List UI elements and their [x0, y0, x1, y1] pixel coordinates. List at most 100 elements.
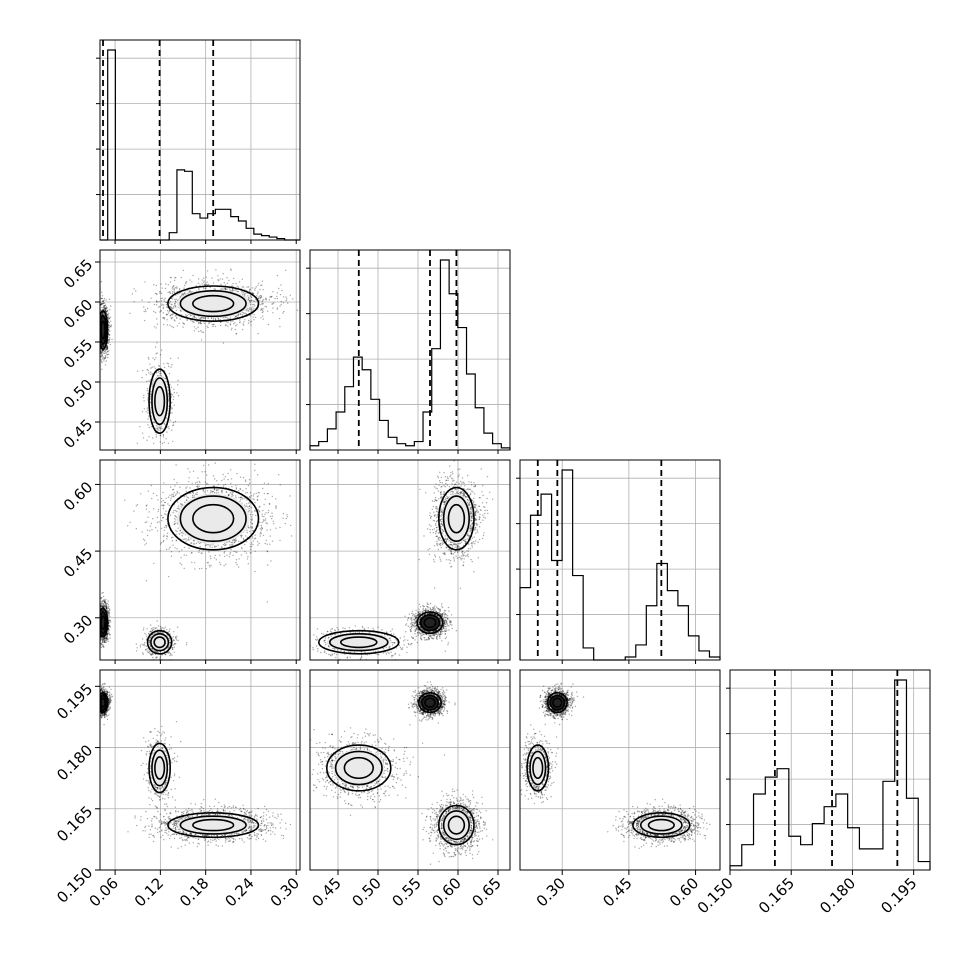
sample-point — [98, 317, 99, 318]
sample-point — [98, 621, 99, 622]
sample-point — [248, 319, 250, 322]
sample-point — [97, 343, 98, 344]
density-contour — [192, 294, 235, 313]
sample-point — [153, 284, 155, 286]
sample-point — [252, 316, 254, 318]
sample-point — [92, 331, 93, 332]
sample-point — [106, 635, 109, 638]
sample-point — [262, 299, 264, 302]
sample-point — [155, 436, 158, 438]
sample-point — [248, 299, 251, 302]
sample-point — [306, 292, 307, 293]
sample-point — [188, 290, 190, 292]
sample-point — [106, 637, 109, 639]
sample-point — [105, 636, 108, 639]
sample-point — [97, 328, 98, 329]
sample-point — [97, 346, 98, 347]
sample-point — [139, 646, 142, 648]
sample-point — [129, 312, 131, 315]
sample-point — [102, 345, 105, 348]
sample-point — [98, 633, 99, 634]
sample-point — [144, 281, 146, 283]
sample-point — [223, 288, 225, 290]
sample-point — [104, 305, 106, 307]
sample-point — [280, 300, 283, 303]
sample-point — [235, 290, 237, 292]
sample-point — [100, 303, 103, 306]
sample-point — [98, 634, 99, 635]
sample-point — [101, 346, 104, 348]
sample-point — [104, 641, 106, 644]
sample-point — [260, 308, 263, 311]
sample-point — [262, 289, 264, 291]
sample-point — [224, 287, 226, 290]
sample-point — [139, 426, 141, 428]
sample-point — [102, 644, 104, 646]
sample-point — [95, 342, 96, 343]
sample-point — [101, 308, 104, 311]
sample-point — [101, 638, 103, 640]
sample-point — [107, 342, 110, 344]
sample-point — [108, 632, 110, 634]
sample-point — [97, 627, 98, 628]
sample-point — [96, 598, 97, 599]
sample-point — [257, 282, 260, 284]
sample-point — [171, 291, 174, 293]
sample-point — [163, 300, 166, 302]
sample-point — [105, 310, 107, 313]
sample-point — [105, 607, 107, 610]
sample-point — [203, 317, 205, 319]
sample-point — [108, 317, 110, 320]
sample-point — [249, 314, 251, 317]
sample-point — [101, 637, 103, 640]
sample-point — [174, 304, 176, 306]
sample-point — [251, 299, 253, 301]
sample-point — [276, 292, 278, 294]
sample-point — [102, 638, 105, 640]
sample-point — [172, 285, 174, 288]
sample-point — [97, 344, 98, 345]
sample-point — [239, 319, 241, 321]
sample-point — [97, 343, 98, 344]
sample-point — [248, 310, 250, 312]
sample-point — [102, 634, 105, 636]
sample-point — [105, 352, 107, 354]
sample-point — [156, 352, 158, 354]
sample-point — [151, 372, 153, 375]
sample-point — [241, 278, 243, 280]
sample-point — [109, 619, 111, 621]
sample-point — [152, 437, 154, 439]
sample-point — [106, 347, 109, 349]
sample-point — [98, 635, 99, 636]
sample-point — [101, 360, 103, 363]
sample-point — [96, 633, 97, 634]
histogram-step — [729, 679, 931, 870]
sample-point — [206, 325, 208, 327]
sample-point — [173, 287, 175, 290]
sample-point — [106, 632, 109, 635]
sample-point — [168, 373, 171, 375]
sample-point — [279, 326, 281, 328]
sample-point — [131, 293, 134, 295]
sample-point — [223, 281, 225, 284]
sample-point — [96, 629, 97, 630]
sample-point — [219, 324, 222, 327]
sample-point — [170, 277, 172, 279]
sample-point — [143, 397, 145, 399]
sample-point — [106, 609, 109, 611]
sample-point — [101, 633, 103, 636]
sample-point — [107, 314, 109, 316]
sample-point — [262, 315, 264, 317]
sample-point — [105, 638, 108, 640]
sample-point — [246, 310, 248, 312]
sample-point — [217, 317, 220, 320]
sample-point — [109, 316, 112, 318]
sample-point — [169, 276, 172, 279]
sample-point — [261, 300, 263, 303]
sample-point — [146, 388, 149, 390]
sample-point — [176, 316, 178, 318]
sample-point — [156, 323, 159, 325]
sample-point — [236, 285, 238, 287]
histogram-panel-3 — [516, 459, 721, 661]
sample-point — [252, 306, 254, 308]
